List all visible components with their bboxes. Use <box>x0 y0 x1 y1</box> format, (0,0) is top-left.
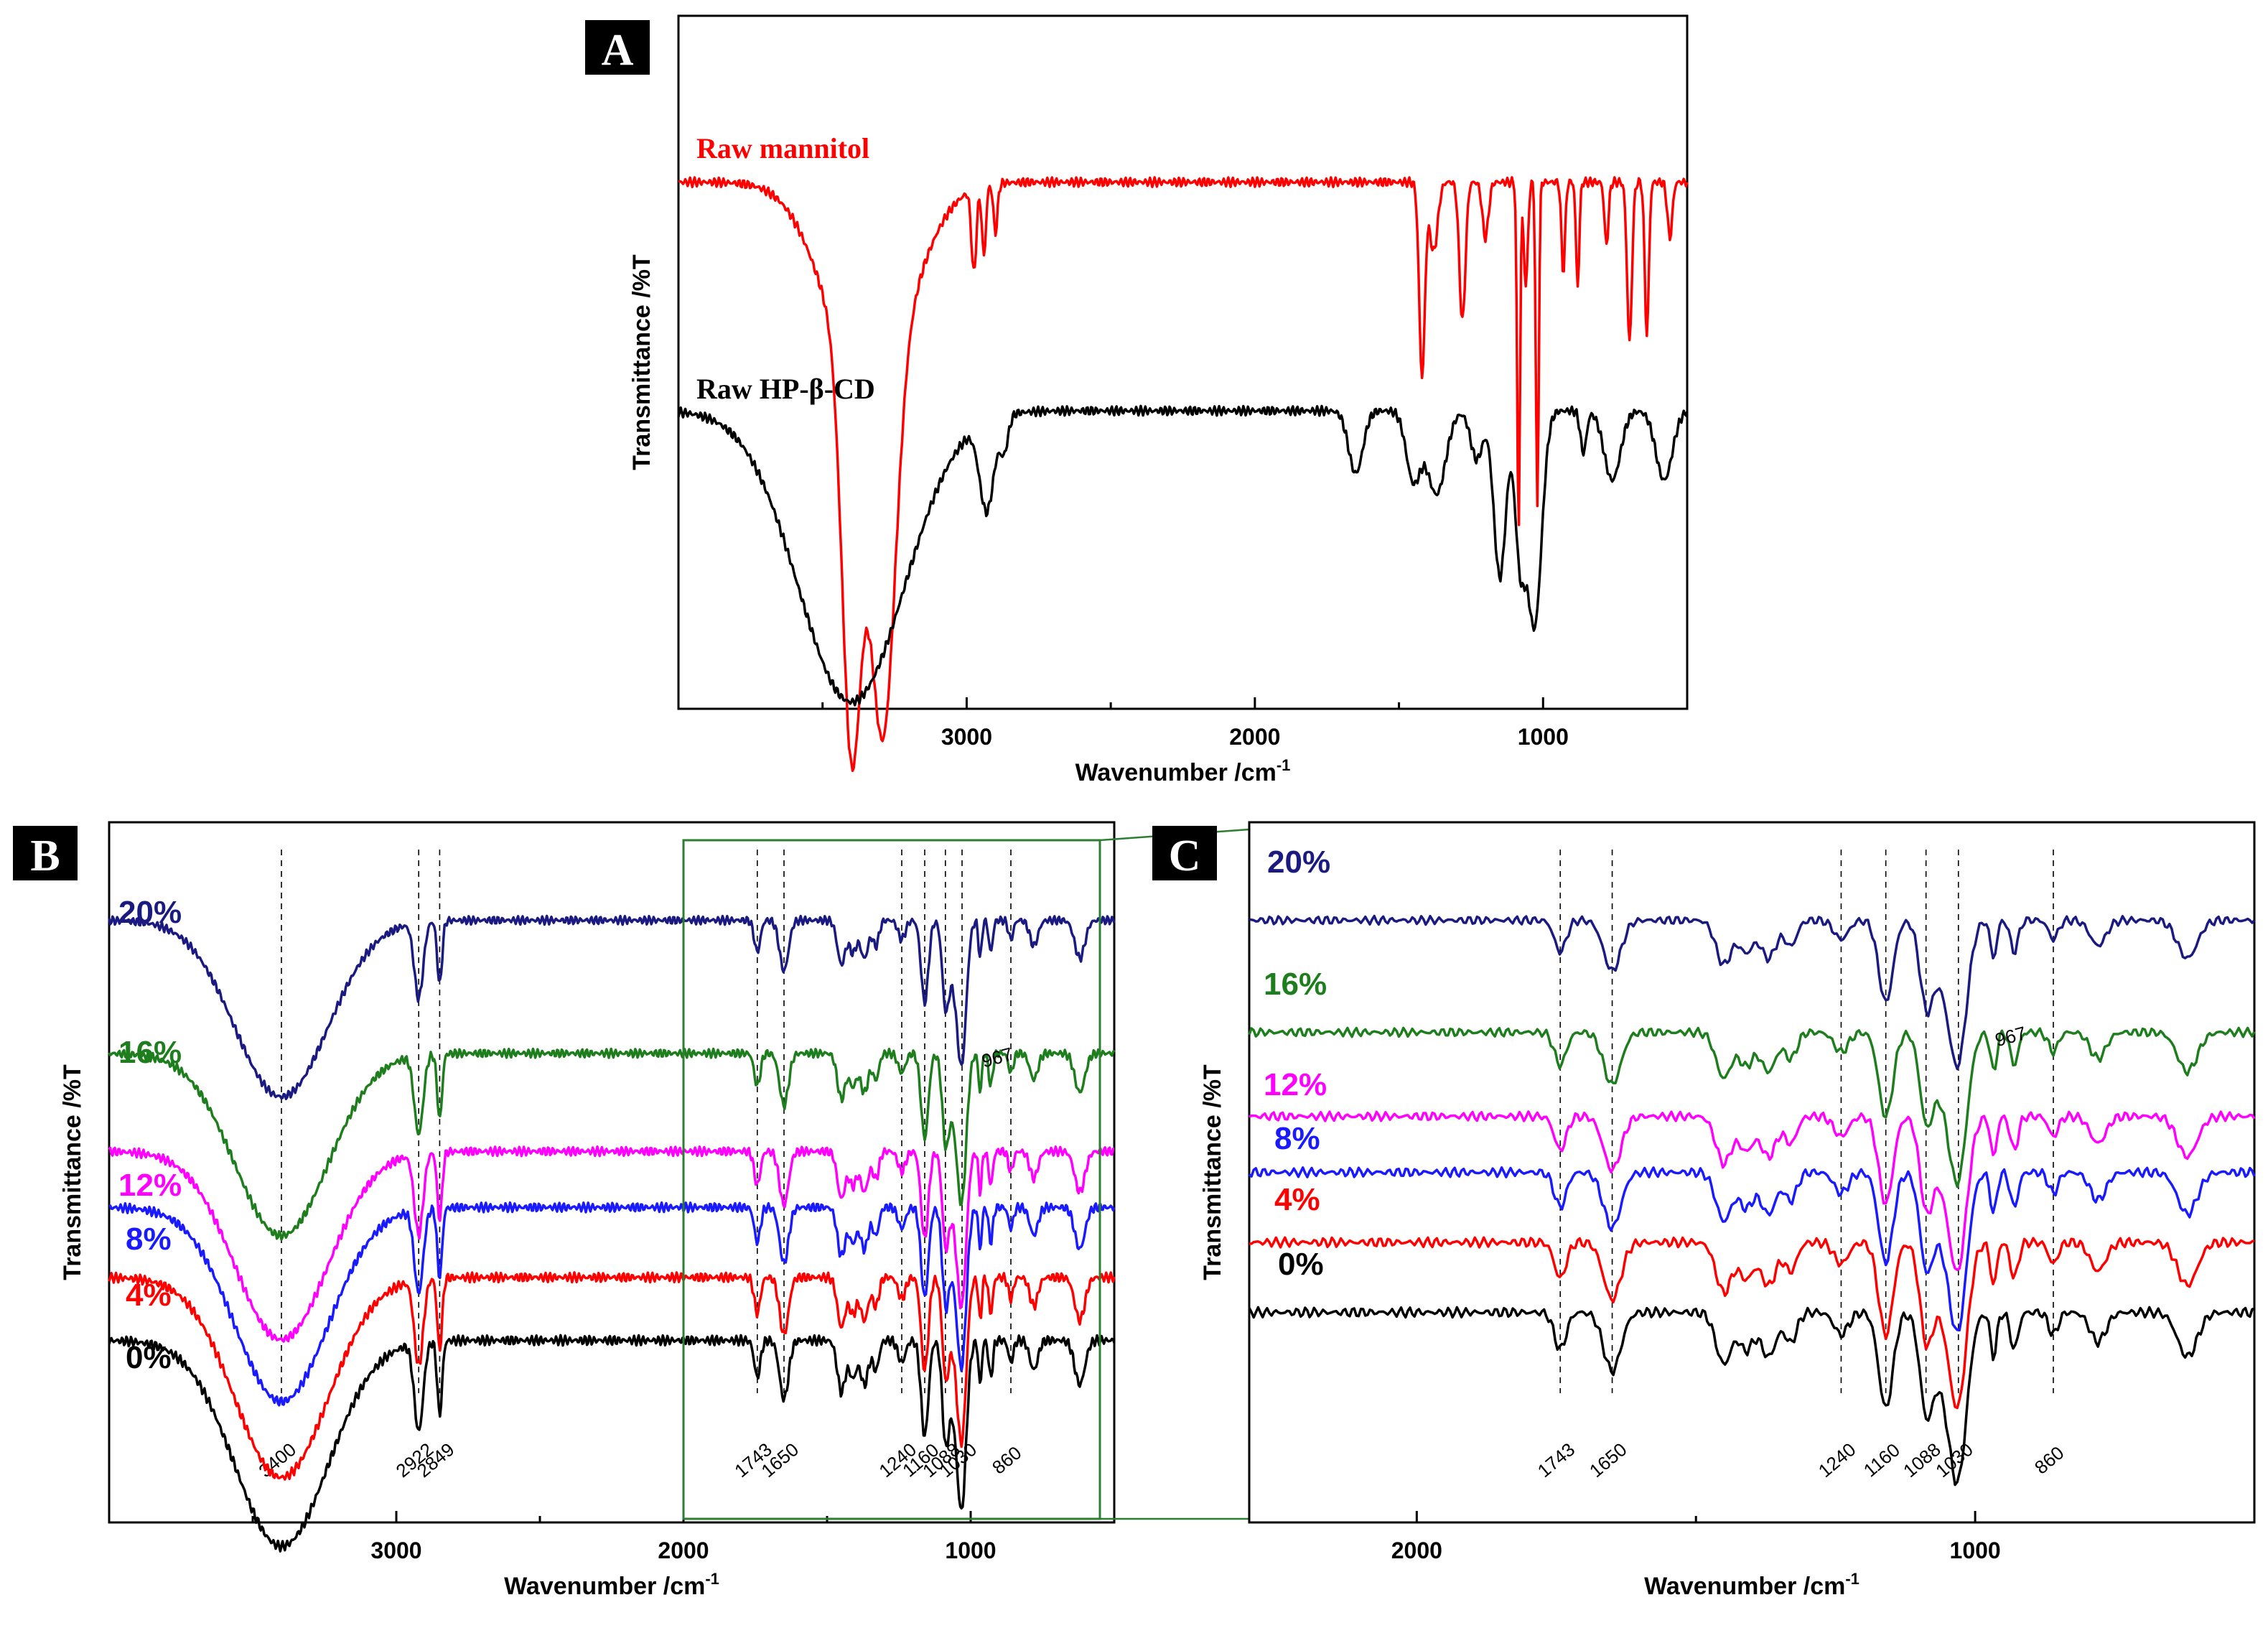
series-label: 20% <box>118 895 182 930</box>
series-line <box>1248 1026 2256 1189</box>
series-line <box>1249 1110 2256 1271</box>
plot-frame <box>108 821 1116 1524</box>
panel-letter: B <box>30 832 60 880</box>
x-tick-label: 3000 <box>370 1538 421 1563</box>
series-label: 12% <box>1264 1067 1327 1102</box>
x-tick-label: 3000 <box>941 724 992 750</box>
series-line <box>1248 1306 2255 1487</box>
y-axis-label: Transmittance /%T <box>1199 1064 1226 1280</box>
series-label: 0% <box>1278 1247 1324 1282</box>
series-label: Raw HP-β-CD <box>696 373 875 405</box>
panel-b: B 3000 2000 1000 Wavenumber /cm-1 Transmittan… <box>13 821 1250 1600</box>
series-label: 8% <box>1274 1121 1320 1156</box>
series-line <box>108 1334 1116 1553</box>
plot-frame <box>1248 821 2256 1524</box>
series-line <box>108 1201 1116 1407</box>
panel-c: C 2000 1000 Wavenumber /cm-1 Transmittance /… <box>1152 821 2256 1600</box>
y-axis-label: Transmittance /%T <box>59 1064 86 1280</box>
x-axis-label: Wavenumber /cm-1 <box>504 1570 719 1600</box>
x-tick-label: 2000 <box>658 1538 709 1563</box>
series-label: 4% <box>126 1278 172 1313</box>
series-line <box>1248 1166 2256 1332</box>
series-line <box>1249 914 2256 1071</box>
x-tick-label: 2000 <box>1391 1538 1442 1563</box>
series-line <box>108 1271 1116 1481</box>
x-tick-label: 1000 <box>945 1538 996 1563</box>
series-line <box>108 1145 1115 1343</box>
series-line <box>1249 1236 2255 1410</box>
x-tick-label: 1000 <box>1950 1538 2001 1563</box>
y-axis-label: Transmittance /%T <box>628 254 655 470</box>
series-line <box>108 1047 1116 1241</box>
series-label: 0% <box>126 1340 172 1375</box>
marker-label: 1743 <box>1534 1438 1579 1482</box>
panel-letter: A <box>602 26 634 75</box>
series-label: 20% <box>1267 845 1330 880</box>
marker-label: 1240 <box>1814 1438 1860 1482</box>
panel-letter-box <box>13 826 78 880</box>
x-tick-label: 2000 <box>1229 724 1280 750</box>
panel-letter-box <box>1152 826 1217 880</box>
panel-a: A 3000 2000 1000 Wavenumber /cm-1 Transmittan… <box>585 14 1689 786</box>
x-axis-label: Wavenumber /cm-1 <box>1644 1570 1859 1600</box>
x-axis-label: Wavenumber /cm-1 <box>1075 756 1291 786</box>
series-label: 8% <box>126 1222 172 1257</box>
marker-label: 1650 <box>1585 1438 1631 1482</box>
series-line <box>678 176 1689 773</box>
panel-letter-box <box>585 20 650 75</box>
series-label: 16% <box>1264 967 1327 1002</box>
series-label: 16% <box>118 1035 182 1070</box>
plot-frame <box>677 14 1689 710</box>
series-label: 12% <box>118 1168 182 1203</box>
x-tick-label: 1000 <box>1518 724 1569 750</box>
annotation-label: 967 <box>1993 1022 2029 1051</box>
zoom-box <box>682 839 1101 1520</box>
panel-letter: C <box>1169 832 1201 880</box>
series-line <box>108 914 1116 1101</box>
marker-label: 860 <box>988 1442 1026 1479</box>
marker-label: 1160 <box>1859 1439 1904 1482</box>
series-label: Raw mannitol <box>696 132 869 164</box>
series-line <box>677 404 1689 707</box>
marker-label: 860 <box>2030 1442 2068 1479</box>
series-label: 4% <box>1274 1182 1320 1217</box>
